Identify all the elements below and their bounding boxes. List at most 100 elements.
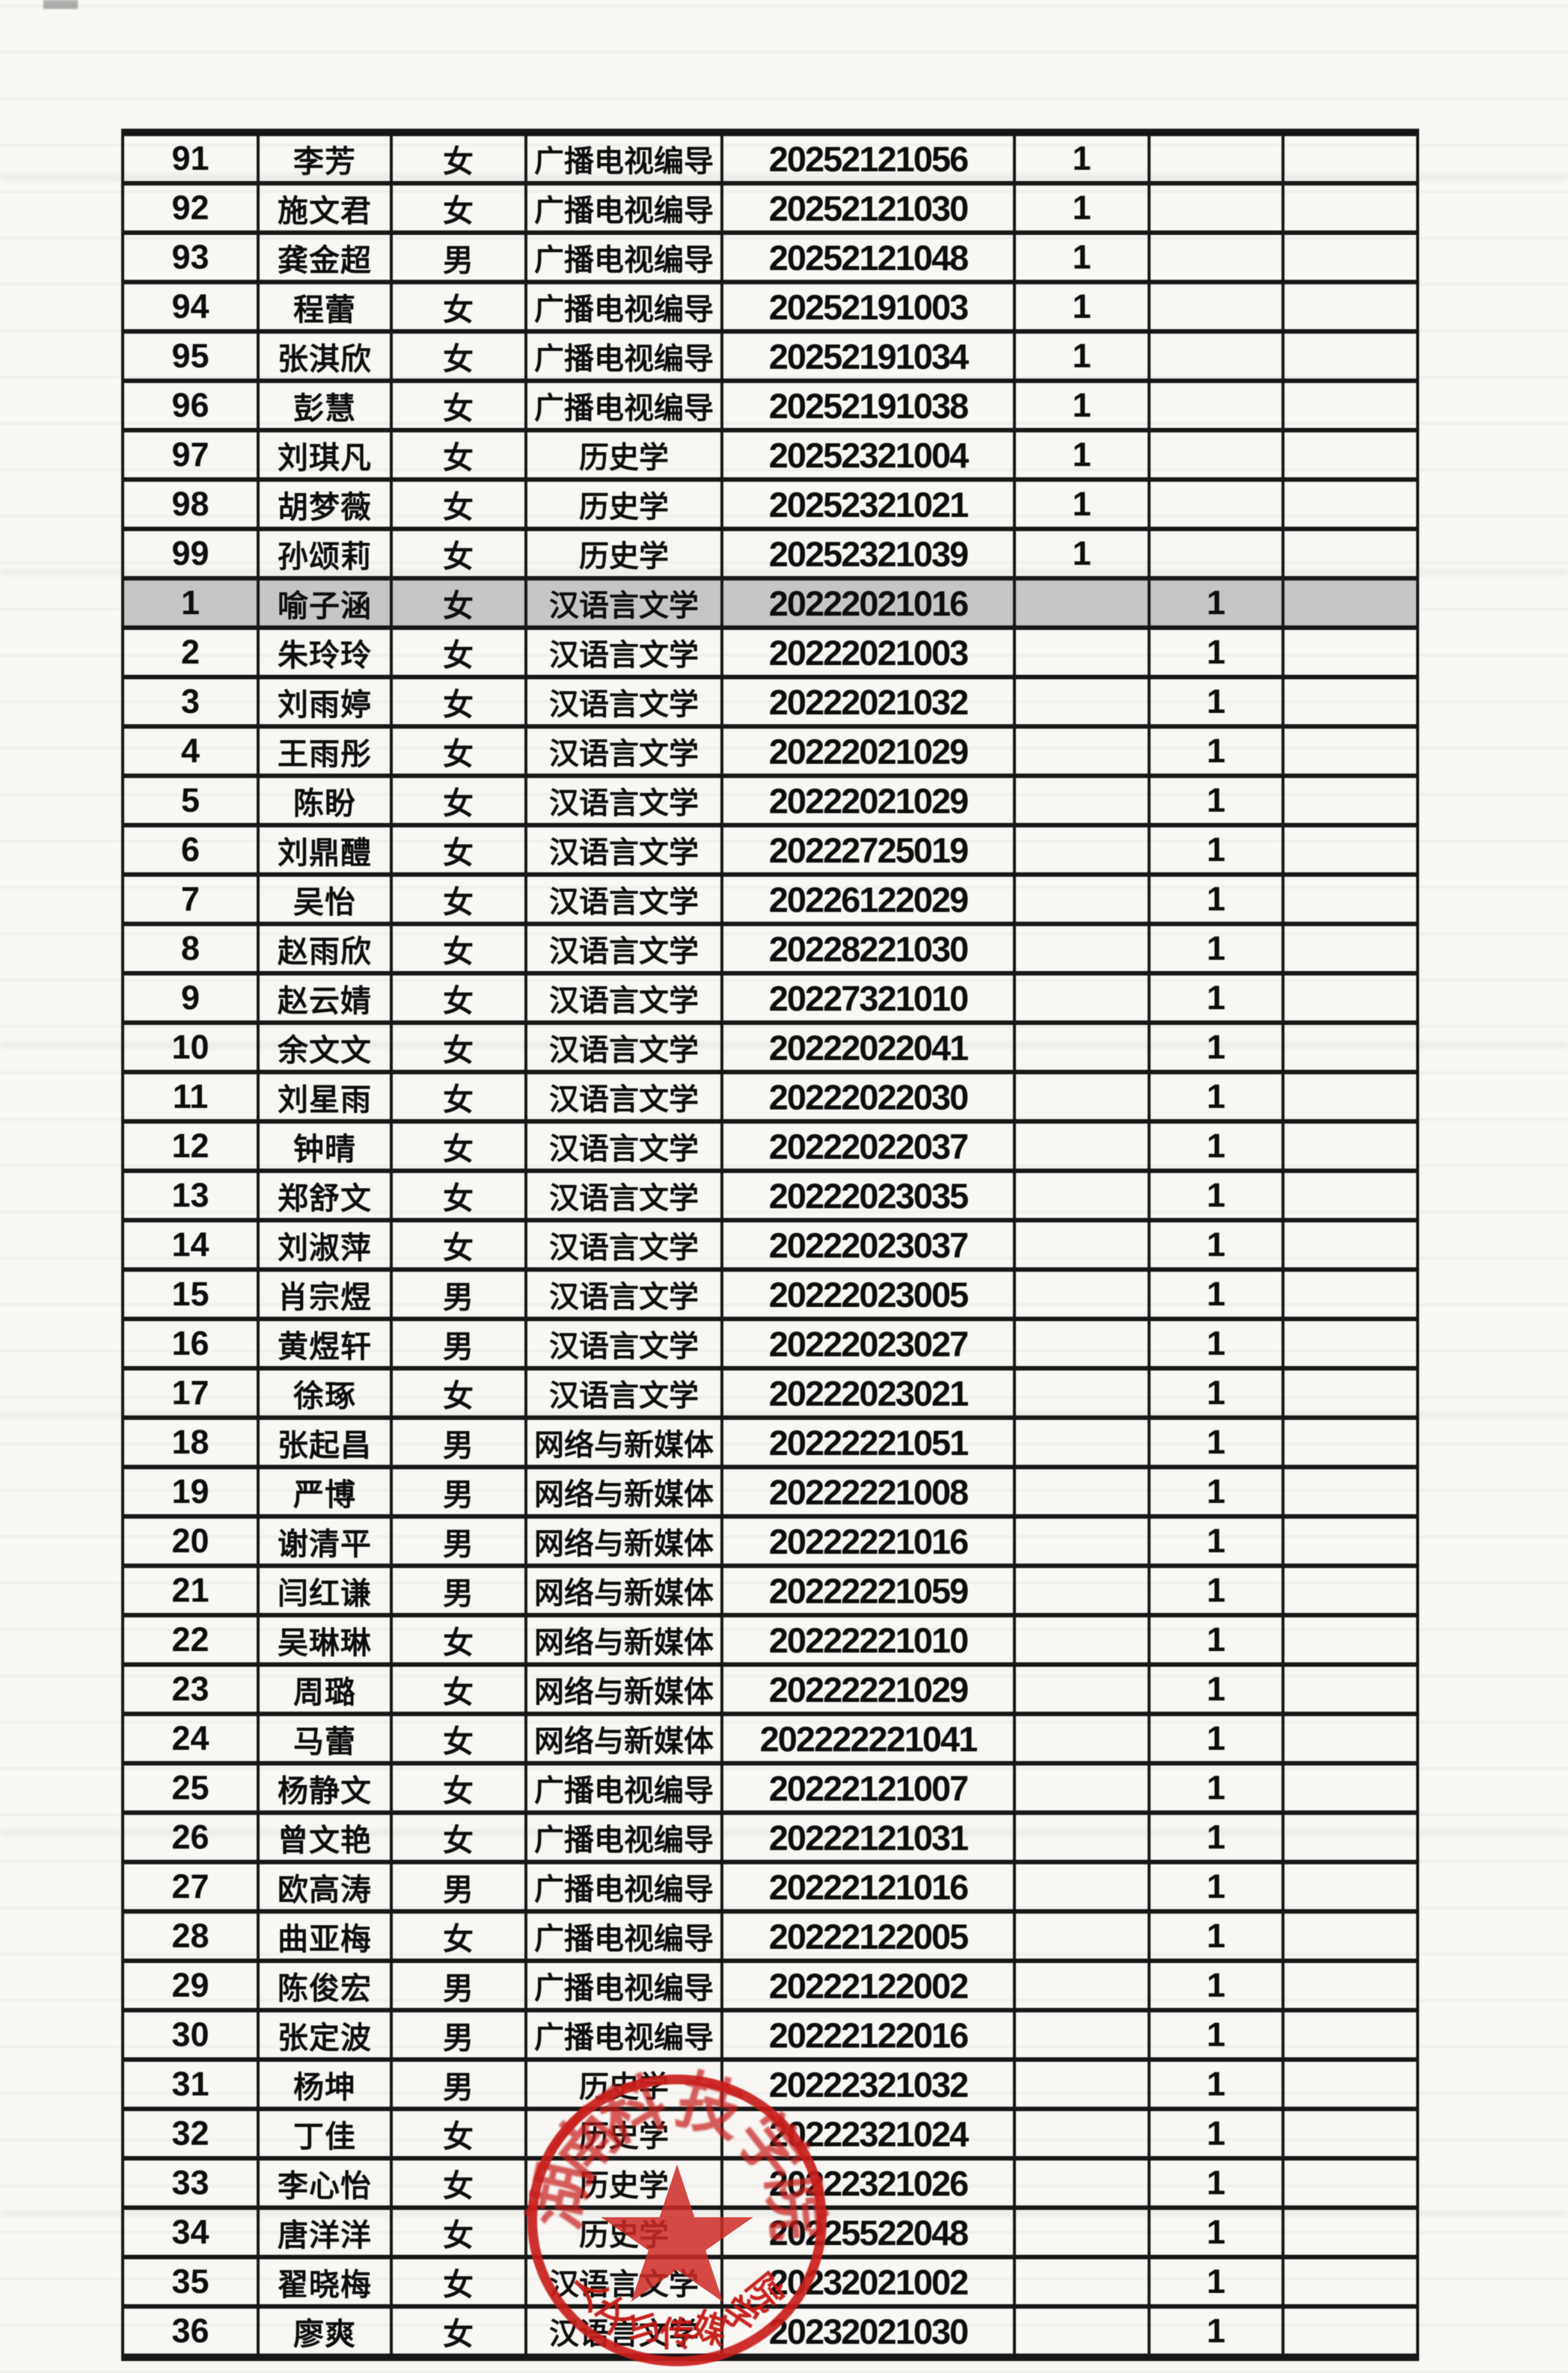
- table-row: 26 曾文艳女广播电视编导 20222121031 1: [121, 1810, 1419, 1864]
- mark-2022-cell: 1: [1148, 1119, 1284, 1173]
- name-cell: 张定波: [257, 2008, 393, 2062]
- mark-2025-cell: [1013, 1070, 1151, 1124]
- empty-cell: [1281, 379, 1419, 432]
- gender-cell: 女: [390, 1712, 527, 1766]
- gender-cell: 女: [390, 724, 527, 778]
- mark-2022-cell: 1: [1148, 1712, 1284, 1766]
- name-cell: 闫红谦: [257, 1564, 393, 1617]
- mark-2022-cell: 1: [1148, 922, 1284, 976]
- row-index-cell: 6: [121, 823, 260, 877]
- student-id-cell: 20222023037: [720, 1218, 1016, 1272]
- name-cell: 丁佳: [257, 2107, 393, 2161]
- gender-cell: 男: [390, 2008, 527, 2062]
- empty-cell: [1281, 823, 1419, 877]
- empty-cell: [1281, 1415, 1419, 1469]
- mark-2025-cell: [1013, 1860, 1151, 1914]
- empty-cell: [1281, 2205, 1419, 2259]
- major-cell: 广播电视编导: [524, 181, 723, 235]
- student-id-cell: 20222321024: [720, 2107, 1016, 2161]
- major-cell: 汉语言文学: [524, 1070, 723, 1124]
- gender-cell: 女: [390, 1169, 527, 1222]
- mark-2025-cell: [1013, 1465, 1151, 1519]
- table-row: 20 谢清平男网络与新媒体 20222221016 1: [121, 1514, 1419, 1568]
- row-index-cell: 26: [121, 1810, 260, 1864]
- table-row: 33 李心怡女历史学 20222321026 1: [121, 2156, 1419, 2210]
- empty-cell: [1281, 922, 1419, 976]
- table-row: 8 赵雨欣女汉语言文学 20228221030 1: [121, 922, 1419, 976]
- gender-cell: 男: [390, 1267, 527, 1321]
- row-index-cell: 97: [121, 428, 260, 482]
- table-row: 22 吴琳琳女网络与新媒体 20222221010 1: [121, 1613, 1419, 1667]
- row-index-cell: 99: [121, 527, 260, 581]
- name-cell: 曲亚梅: [257, 1909, 393, 1963]
- mark-2022-cell: 1: [1148, 1564, 1284, 1617]
- major-cell: 汉语言文学: [524, 724, 723, 778]
- row-index-cell: 23: [121, 1662, 260, 1716]
- table-row: 4 王雨彤女汉语言文学 20222021029 1: [121, 724, 1419, 778]
- major-cell: 汉语言文学: [524, 675, 723, 729]
- empty-cell: [1281, 2304, 1419, 2361]
- name-cell: 吴琳琳: [257, 1613, 393, 1667]
- student-id-cell: 20252321004: [720, 428, 1016, 482]
- mark-2025-cell: [1013, 576, 1151, 630]
- gender-cell: 女: [390, 1909, 527, 1963]
- major-cell: 汉语言文学: [524, 823, 723, 877]
- table-row: 19 严博男网络与新媒体 20222221008 1: [121, 1465, 1419, 1519]
- mark-2022-cell: [1148, 379, 1284, 432]
- row-index-cell: 92: [121, 181, 260, 235]
- gender-cell: 女: [390, 1218, 527, 1272]
- table-row: 25 杨静文女广播电视编导 20222121007 1: [121, 1761, 1419, 1815]
- table-row: 1 喻子涵女汉语言文学 20222021016 1: [121, 576, 1419, 630]
- mark-2022-cell: 1: [1148, 1761, 1284, 1815]
- row-index-cell: 11: [121, 1070, 260, 1124]
- row-index-cell: 24: [121, 1712, 260, 1766]
- mark-2022-cell: 1: [1148, 1169, 1284, 1222]
- student-id-cell: 20222023021: [720, 1366, 1016, 1420]
- student-id-cell: 20222023035: [720, 1169, 1016, 1222]
- row-index-cell: 3: [121, 675, 260, 729]
- mark-2022-cell: [1148, 477, 1284, 531]
- empty-cell: [1281, 1761, 1419, 1815]
- row-index-cell: 30: [121, 2008, 260, 2062]
- mark-2025-cell: 1: [1013, 230, 1151, 284]
- student-id-cell: 20222021029: [720, 774, 1016, 827]
- empty-cell: [1281, 675, 1419, 729]
- table-row: 7 吴怡女汉语言文学 20226122029 1: [121, 872, 1419, 926]
- empty-cell: [1281, 181, 1419, 235]
- major-cell: 汉语言文学: [524, 576, 723, 630]
- gender-cell: 女: [390, 823, 527, 877]
- row-index-cell: 28: [121, 1909, 260, 1963]
- name-cell: 杨静文: [257, 1761, 393, 1815]
- mark-2025-cell: [1013, 774, 1151, 827]
- row-index-cell: 19: [121, 1465, 260, 1519]
- gender-cell: 女: [390, 971, 527, 1025]
- mark-2025-cell: [1013, 2107, 1151, 2161]
- name-cell: 郑舒文: [257, 1169, 393, 1222]
- mark-2022-cell: 1: [1148, 1020, 1284, 1074]
- student-id-cell: 202222221041: [720, 1712, 1016, 1766]
- mark-2022-cell: 1: [1148, 1317, 1284, 1371]
- empty-cell: [1281, 1119, 1419, 1173]
- major-cell: 网络与新媒体: [524, 1613, 723, 1667]
- name-cell: 徐琢: [257, 1366, 393, 1420]
- row-index-cell: 95: [121, 329, 260, 383]
- mark-2025-cell: [1013, 2008, 1151, 2062]
- student-id-cell: 20222022037: [720, 1119, 1016, 1173]
- student-id-cell: 20232021030: [720, 2304, 1016, 2361]
- mark-2025-cell: [1013, 922, 1151, 976]
- major-cell: 广播电视编导: [524, 2008, 723, 2062]
- mark-2025-cell: [1013, 2205, 1151, 2259]
- mark-2025-cell: [1013, 1514, 1151, 1568]
- row-index-cell: 20: [121, 1514, 260, 1568]
- empty-cell: [1281, 1366, 1419, 1420]
- mark-2022-cell: 1: [1148, 2205, 1284, 2259]
- name-cell: 赵雨欣: [257, 922, 393, 976]
- name-cell: 严博: [257, 1465, 393, 1519]
- major-cell: 广播电视编导: [524, 280, 723, 334]
- major-cell: 汉语言文学: [524, 1267, 723, 1321]
- row-index-cell: 16: [121, 1317, 260, 1371]
- mark-2022-cell: 1: [1148, 2057, 1284, 2111]
- row-index-cell: 34: [121, 2205, 260, 2259]
- row-index-cell: 9: [121, 971, 260, 1025]
- row-index-cell: 91: [121, 129, 260, 186]
